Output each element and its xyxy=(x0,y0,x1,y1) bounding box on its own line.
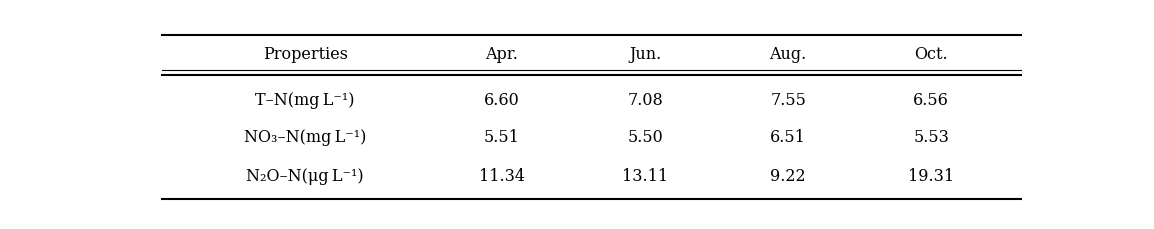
Text: 13.11: 13.11 xyxy=(622,168,668,185)
Text: Oct.: Oct. xyxy=(914,46,949,63)
Text: T–N(mg L⁻¹): T–N(mg L⁻¹) xyxy=(255,92,355,109)
Text: 6.56: 6.56 xyxy=(913,92,950,109)
Text: 11.34: 11.34 xyxy=(479,168,525,185)
Text: 19.31: 19.31 xyxy=(908,168,954,185)
Text: NO₃–N(mg L⁻¹): NO₃–N(mg L⁻¹) xyxy=(243,129,367,146)
Text: 6.51: 6.51 xyxy=(770,129,807,146)
Text: 9.22: 9.22 xyxy=(771,168,805,185)
Text: Apr.: Apr. xyxy=(486,46,518,63)
Text: 5.50: 5.50 xyxy=(628,129,662,146)
Text: 7.55: 7.55 xyxy=(770,92,807,109)
Text: 5.53: 5.53 xyxy=(913,129,950,146)
Text: 5.51: 5.51 xyxy=(484,129,520,146)
Text: N₂O–N(μg L⁻¹): N₂O–N(μg L⁻¹) xyxy=(247,168,364,185)
Text: Jun.: Jun. xyxy=(629,46,661,63)
Text: 7.08: 7.08 xyxy=(628,92,662,109)
Text: Properties: Properties xyxy=(263,46,347,63)
Text: Aug.: Aug. xyxy=(770,46,807,63)
Text: 6.60: 6.60 xyxy=(485,92,519,109)
